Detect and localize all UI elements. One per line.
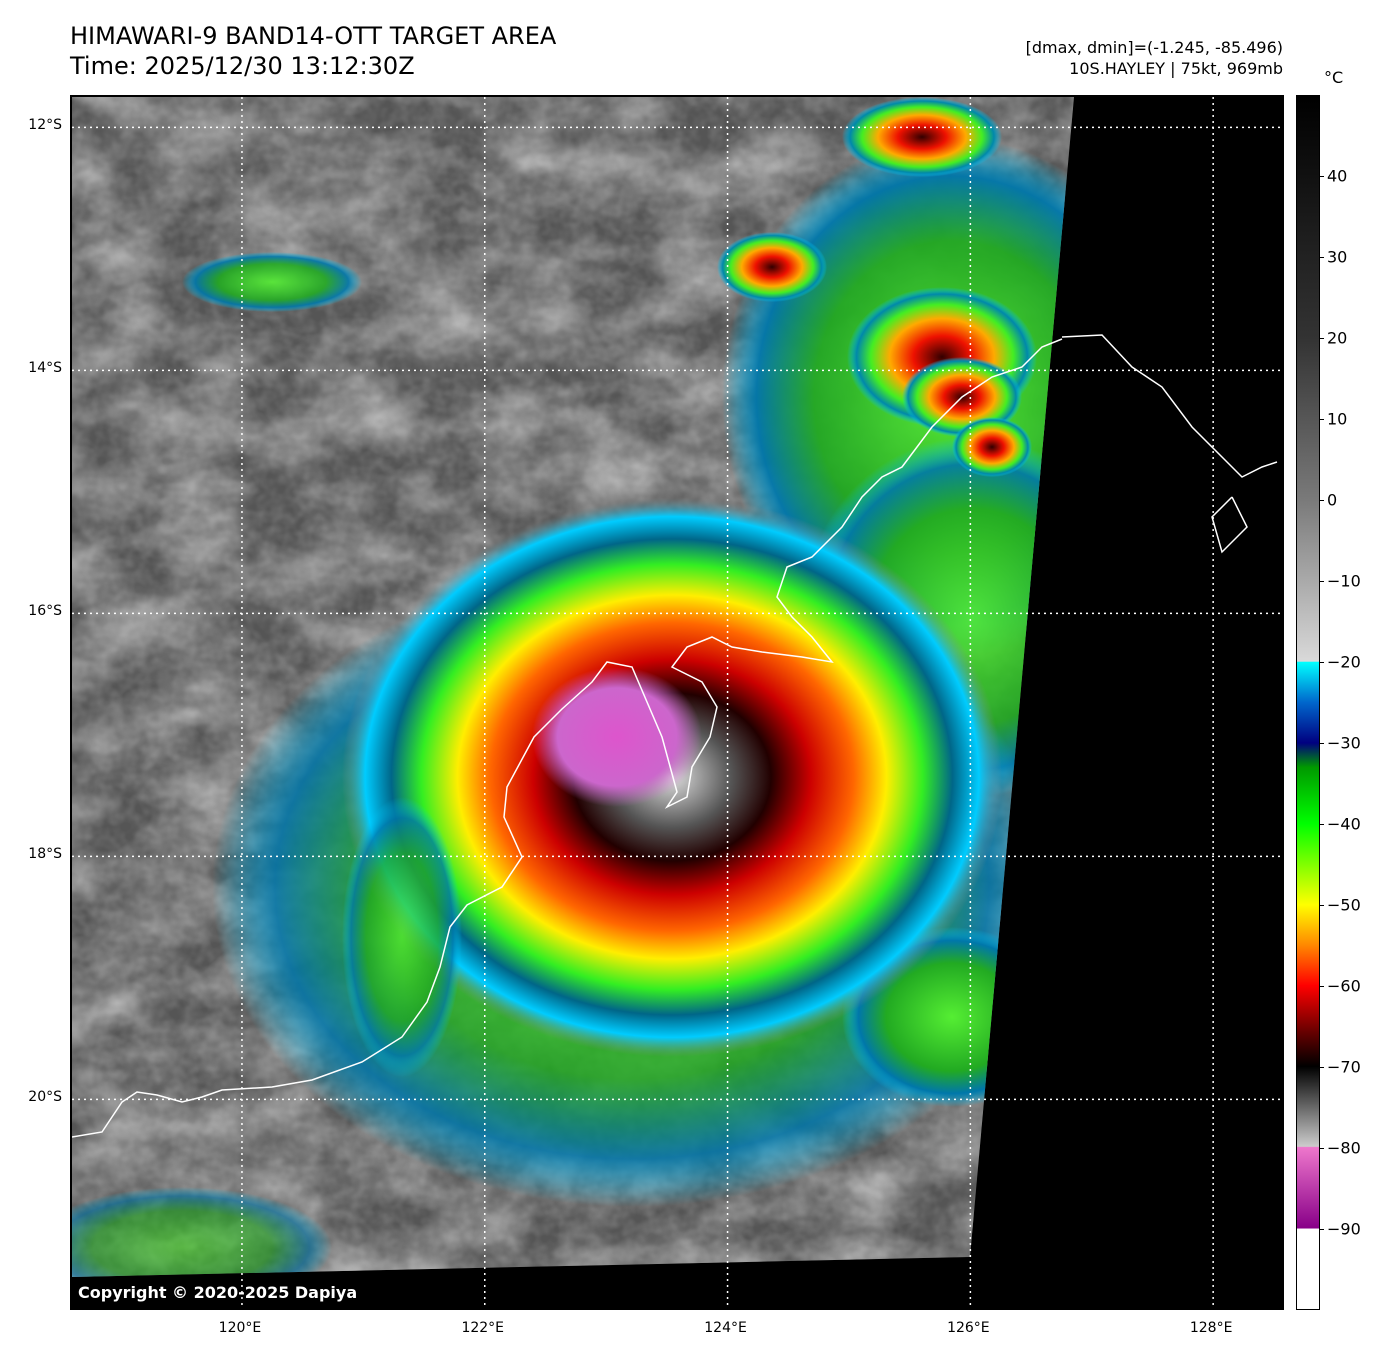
colorbar-tick-label: −10 <box>1327 571 1361 591</box>
colorbar-unit: °C <box>1324 68 1344 87</box>
storm-info: 10S.HAYLEY | 75kt, 969mb <box>1069 59 1283 78</box>
colorbar-tick-label: −60 <box>1327 976 1361 996</box>
lon-tick-label: 124°E <box>704 1320 747 1336</box>
lon-tick-label: 120°E <box>218 1320 262 1336</box>
lon-tick-label: 126°E <box>947 1320 990 1336</box>
colorbar-tick-label: −80 <box>1327 1138 1361 1158</box>
colorbar-tick-label: 10 <box>1327 409 1348 429</box>
chart-time: Time: 2025/12/30 13:12:30Z <box>70 52 415 80</box>
colorbar-tick-mark <box>1320 500 1324 501</box>
colorbar-tick-label: −30 <box>1327 733 1361 753</box>
lat-tick-label: 12°S <box>28 117 62 134</box>
colorbar-tick-mark <box>1320 257 1324 258</box>
satellite-imagery <box>72 97 1282 1308</box>
lon-tick-label: 128°E <box>1189 1320 1233 1336</box>
colorbar-tick-label: 20 <box>1327 328 1348 348</box>
colorbar-tick-label: −40 <box>1327 814 1361 834</box>
colorbar-tick-label: −20 <box>1327 652 1361 672</box>
satellite-map: Copyright © 2020-2025 Dapiya <box>70 95 1284 1310</box>
temperature-range: [dmax, dmin]=(-1.245, -85.496) <box>1025 38 1283 57</box>
colorbar-tick-label: 30 <box>1327 247 1348 267</box>
colorbar-tick-mark <box>1320 905 1324 906</box>
colorbar-tick-mark <box>1320 986 1324 987</box>
cloud-top-field <box>72 97 1074 1277</box>
lon-tick-label: 122°E <box>461 1320 505 1336</box>
colorbar-tick-label: 40 <box>1327 166 1348 186</box>
coastline <box>72 334 1278 1138</box>
chart-title: HIMAWARI-9 BAND14-OTT TARGET AREA <box>70 22 557 50</box>
lat-tick-label: 14°S <box>28 360 62 377</box>
colorbar <box>1296 95 1320 1310</box>
colorbar-tick-mark <box>1320 1067 1324 1068</box>
copyright-notice: Copyright © 2020-2025 Dapiya <box>78 1283 358 1302</box>
colorbar-tick-mark <box>1320 176 1324 177</box>
colorbar-tick-label: −90 <box>1327 1219 1361 1239</box>
colorbar-tick-mark <box>1320 1148 1324 1149</box>
lat-tick-label: 16°S <box>28 603 62 620</box>
colorbar-tick-mark <box>1320 581 1324 582</box>
colorbar-tick-mark <box>1320 662 1324 663</box>
colorbar-tick-label: −70 <box>1327 1057 1361 1077</box>
lat-tick-label: 18°S <box>28 846 62 863</box>
colorbar-tick-label: 0 <box>1327 490 1338 510</box>
colorbar-tick-mark <box>1320 1229 1324 1230</box>
colorbar-tick-mark <box>1320 743 1324 744</box>
colorbar-tick-label: −50 <box>1327 895 1361 915</box>
graticule <box>72 97 1282 1308</box>
lat-tick-label: 20°S <box>28 1089 62 1106</box>
colorbar-tick-mark <box>1320 338 1324 339</box>
colorbar-tick-mark <box>1320 824 1324 825</box>
colorbar-tick-mark <box>1320 419 1324 420</box>
